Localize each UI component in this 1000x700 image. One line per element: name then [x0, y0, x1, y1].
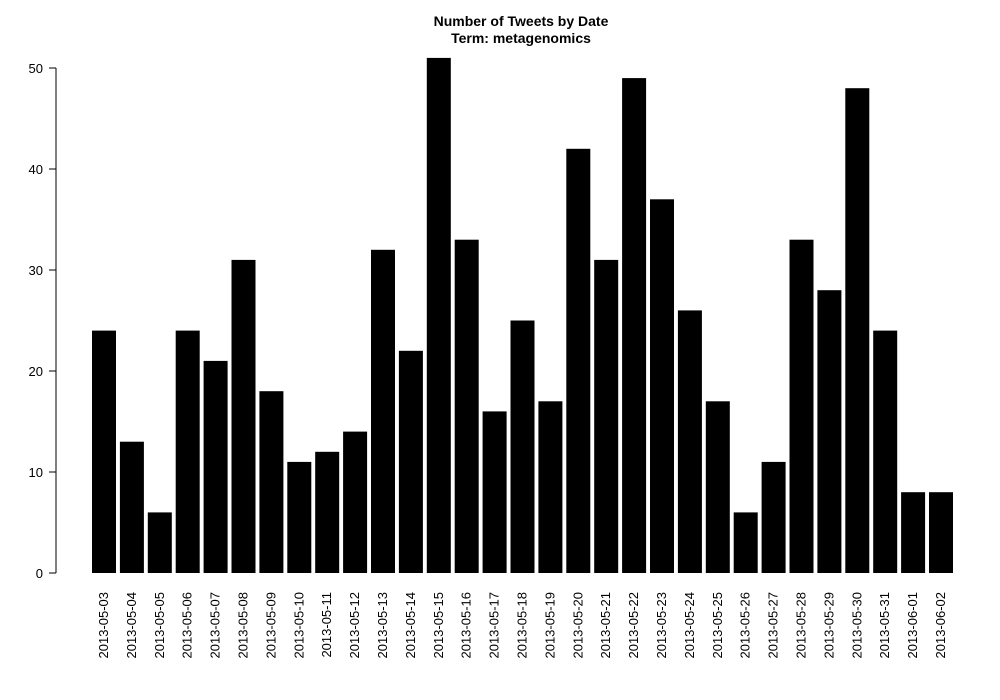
- bar: [761, 461, 786, 573]
- bar: [650, 199, 674, 574]
- x-category-label: 2013-05-24: [682, 592, 697, 659]
- bar: [901, 492, 926, 573]
- bars-group: [92, 57, 953, 574]
- x-category-label: 2013-06-01: [905, 592, 920, 659]
- x-category-label: 2013-05-22: [626, 592, 641, 659]
- bar: [203, 360, 228, 573]
- bar: [315, 451, 340, 573]
- bar: [873, 330, 898, 573]
- bar: [845, 88, 870, 573]
- x-category-label: 2013-05-19: [542, 592, 557, 659]
- y-tick-label: 50: [29, 61, 43, 76]
- x-category-label: 2013-05-12: [347, 592, 362, 659]
- y-tick-label: 10: [29, 465, 43, 480]
- x-category-label: 2013-05-16: [459, 592, 474, 659]
- bar: [398, 350, 423, 573]
- x-category-label: 2013-05-18: [515, 592, 530, 659]
- x-category-label: 2013-05-05: [152, 592, 167, 659]
- y-axis: 0 10 20 30 40 50: [29, 61, 57, 581]
- bar: [677, 310, 702, 573]
- x-category-label: 2013-05-07: [208, 592, 223, 659]
- x-category-label: 2013-05-20: [570, 592, 585, 659]
- chart-title: Number of Tweets by Date: [434, 13, 609, 29]
- x-category-label: 2013-05-03: [96, 592, 111, 659]
- bar: [817, 290, 842, 573]
- bar: [510, 320, 535, 573]
- bar: [287, 461, 312, 573]
- bar: [594, 259, 619, 573]
- y-tick-label: 0: [36, 566, 43, 581]
- bar: [733, 512, 758, 573]
- bar: [705, 401, 730, 573]
- x-category-label: 2013-05-28: [794, 592, 809, 659]
- bar: [482, 411, 507, 573]
- bar: [622, 78, 647, 573]
- bar: [119, 441, 144, 573]
- x-category-label: 2013-05-11: [319, 592, 334, 658]
- x-axis-labels: 2013-05-03 2013-05-04 2013-05-05 2013-05-06…: [96, 592, 948, 659]
- x-category-label: 2013-05-15: [431, 592, 446, 659]
- x-category-label: 2013-05-13: [375, 592, 390, 659]
- x-category-label: 2013-05-04: [124, 592, 139, 659]
- bar: [92, 330, 116, 573]
- x-category-label: 2013-05-06: [180, 592, 195, 659]
- bar: [929, 492, 953, 573]
- bar: [175, 330, 200, 573]
- x-category-label: 2013-05-25: [710, 592, 725, 659]
- x-category-label: 2013-05-30: [849, 592, 864, 659]
- bar: [343, 431, 368, 573]
- y-tick-label: 40: [29, 162, 43, 177]
- x-category-label: 2013-05-26: [738, 592, 753, 659]
- x-category-label: 2013-06-02: [933, 592, 948, 659]
- x-category-label: 2013-05-31: [877, 592, 892, 659]
- bar: [454, 239, 479, 573]
- chart-subtitle: Term: metagenomics: [451, 30, 591, 46]
- y-tick-label: 30: [29, 263, 43, 278]
- x-category-label: 2013-05-21: [598, 592, 613, 659]
- bar: [566, 148, 591, 574]
- y-tick-label: 20: [29, 364, 43, 379]
- bar: [371, 249, 395, 574]
- x-category-label: 2013-05-23: [654, 592, 669, 659]
- x-category-label: 2013-05-17: [487, 592, 502, 659]
- bar: [789, 239, 814, 573]
- x-category-label: 2013-05-10: [291, 592, 306, 659]
- bar: [147, 512, 172, 573]
- x-category-label: 2013-05-08: [236, 592, 251, 659]
- x-category-label: 2013-05-09: [263, 592, 278, 659]
- bar: [426, 57, 451, 573]
- x-category-label: 2013-05-14: [403, 592, 418, 659]
- bar: [538, 401, 563, 573]
- x-category-label: 2013-05-29: [821, 592, 836, 659]
- bar: [259, 391, 284, 573]
- bar: [231, 259, 256, 573]
- x-category-label: 2013-05-27: [766, 592, 781, 659]
